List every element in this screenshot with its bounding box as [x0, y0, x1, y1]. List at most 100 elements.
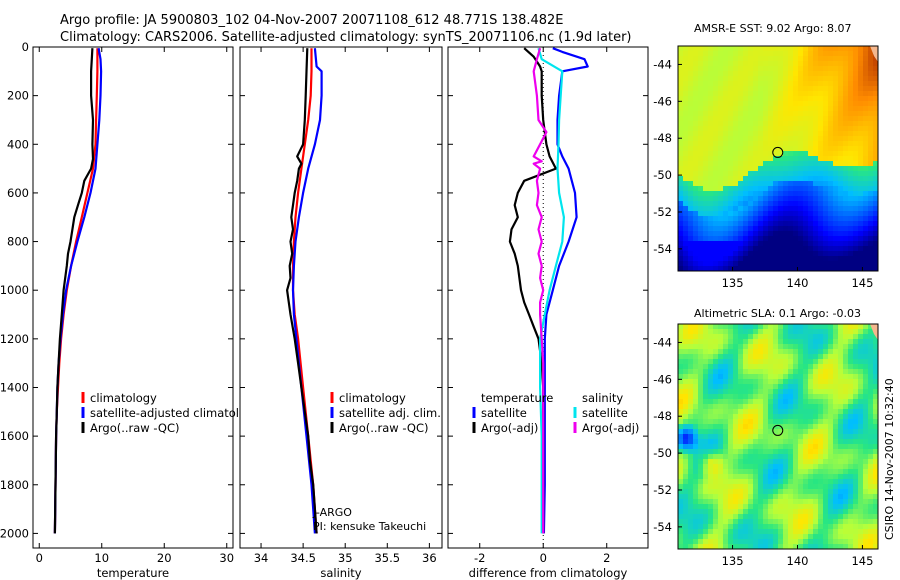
map-cell [833, 211, 839, 217]
map-cell [683, 334, 689, 340]
map-cell [808, 454, 814, 460]
map-cell [678, 439, 684, 445]
map-cell [758, 504, 764, 510]
map-cell [813, 216, 819, 222]
map-cell [838, 91, 844, 97]
map-cell [863, 349, 869, 355]
map-cell [718, 529, 724, 535]
map-cell [778, 191, 784, 197]
map-cell [813, 266, 819, 271]
map-cell [728, 136, 734, 142]
map-cell [753, 241, 759, 247]
map-cell [768, 439, 774, 445]
map-cell [798, 339, 804, 345]
map-cell [843, 329, 849, 335]
map-cell [753, 181, 759, 187]
map-cell [813, 494, 819, 500]
map-cell [873, 339, 878, 345]
map-cell [713, 514, 719, 520]
map-cell [853, 394, 859, 400]
map-cell [873, 176, 878, 182]
map-cell [738, 514, 744, 520]
map-cell [848, 231, 854, 237]
map-cell [718, 414, 724, 420]
map-cell [798, 379, 804, 385]
map-cell [758, 349, 764, 355]
map-cell [678, 146, 684, 152]
map-cell [748, 201, 754, 207]
map-cell [823, 121, 829, 127]
map-cell [703, 499, 709, 505]
map-cell [738, 141, 744, 147]
map-cell [843, 246, 849, 252]
map-cell [778, 469, 784, 475]
map-cell [703, 519, 709, 525]
map-cell [738, 439, 744, 445]
land-patch [870, 46, 878, 62]
map-cell [773, 359, 779, 365]
map-cell [773, 339, 779, 345]
map-cell [853, 389, 859, 395]
map-cell [703, 66, 709, 72]
map-cell [828, 424, 834, 430]
map-cell [688, 186, 694, 192]
map-cell [873, 131, 878, 137]
map-cell [763, 256, 769, 262]
map-cell [793, 126, 799, 132]
map-cell [753, 384, 759, 390]
map-cell [753, 484, 759, 490]
map-cell [758, 216, 764, 222]
map-cell [863, 374, 869, 380]
map-cell [763, 534, 769, 540]
map-cell [678, 514, 684, 520]
map-cell [798, 131, 804, 137]
map-cell [693, 504, 699, 510]
map-cell [738, 424, 744, 430]
map-cell [728, 464, 734, 470]
map-cell [688, 111, 694, 117]
map-cell [823, 71, 829, 77]
map-cell [853, 404, 859, 410]
map-cell [743, 76, 749, 82]
map-cell [758, 394, 764, 400]
map-cell [693, 76, 699, 82]
map-cell [868, 389, 874, 395]
map-cell [808, 266, 814, 271]
map-cell [803, 364, 809, 370]
map-cell [838, 211, 844, 217]
map-cell [723, 474, 729, 480]
map-cell [848, 464, 854, 470]
map-cell [708, 236, 714, 242]
map-cell [773, 369, 779, 375]
map-cell [733, 344, 739, 350]
map-cell [703, 444, 709, 450]
map-cell [838, 484, 844, 490]
map-cell [723, 266, 729, 271]
map-cell [863, 236, 869, 242]
map-cell [858, 469, 864, 475]
map-cell [778, 384, 784, 390]
map-cell [783, 444, 789, 450]
map-cell [703, 46, 709, 52]
map-cell [868, 96, 874, 102]
map-cell [718, 226, 724, 232]
x-tick-label: 0 [36, 551, 43, 565]
map-cell [828, 544, 834, 549]
map-cell [843, 231, 849, 237]
map-cell [863, 539, 869, 545]
map-cell [833, 394, 839, 400]
map-cell [683, 141, 689, 147]
map-cell [758, 434, 764, 440]
map-cell [868, 116, 874, 122]
map-cell [688, 96, 694, 102]
map-cell [798, 544, 804, 549]
map-cell [738, 236, 744, 242]
map-cell [693, 329, 699, 335]
map-cell [838, 46, 844, 52]
map-cell [863, 369, 869, 375]
map-cell [723, 419, 729, 425]
map-cell [733, 266, 739, 271]
map-cell [863, 161, 869, 167]
map-cell [713, 364, 719, 370]
map-cell [753, 166, 759, 172]
